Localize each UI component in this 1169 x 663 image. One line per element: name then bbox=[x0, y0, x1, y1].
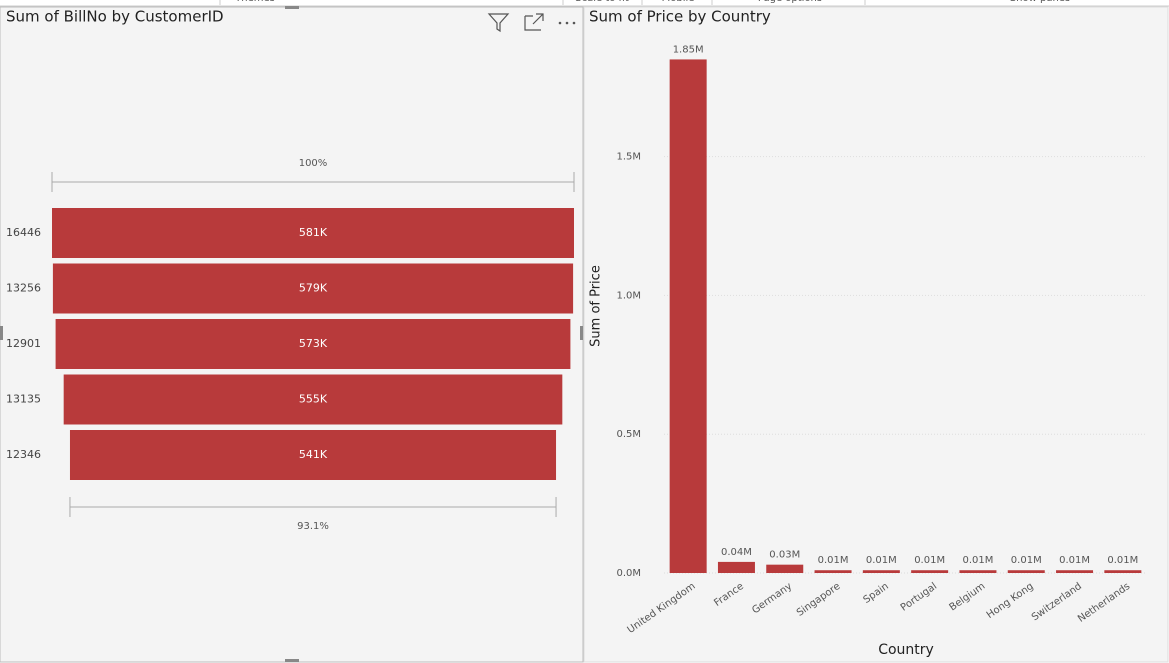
y-tick-label: 0.0M bbox=[616, 568, 641, 579]
category-label: 16446 bbox=[6, 226, 41, 239]
toolbar-label: Show panes bbox=[1010, 0, 1070, 4]
bar bbox=[669, 59, 707, 573]
funnel-bar bbox=[69, 430, 557, 480]
more-icon[interactable] bbox=[558, 21, 576, 25]
filter-icon[interactable] bbox=[487, 13, 510, 33]
data-label: 0.01M bbox=[1059, 555, 1090, 566]
bar bbox=[1104, 570, 1142, 573]
y-tick-label: 0.5M bbox=[616, 429, 641, 440]
visual-header-icons[interactable] bbox=[487, 13, 576, 33]
toolbar-label: Themes bbox=[234, 0, 275, 4]
bar bbox=[959, 570, 997, 573]
toolbar-label: Scale to fit bbox=[575, 0, 629, 4]
funnel-annotation: 100% bbox=[299, 158, 328, 169]
data-label: 0.01M bbox=[866, 555, 897, 566]
focus-icon[interactable] bbox=[524, 13, 544, 31]
bar bbox=[1056, 570, 1094, 573]
category-label: 12346 bbox=[6, 448, 41, 461]
bar bbox=[717, 561, 755, 573]
category-label: 12901 bbox=[6, 337, 41, 350]
data-label: 0.03M bbox=[769, 550, 800, 561]
data-label: 0.01M bbox=[914, 555, 945, 566]
data-label: 0.01M bbox=[962, 555, 993, 566]
bar bbox=[766, 564, 804, 573]
data-label: 573K bbox=[299, 337, 328, 350]
chart-title: Sum of BillNo by CustomerID bbox=[6, 8, 224, 26]
bar bbox=[862, 570, 900, 573]
bar bbox=[814, 570, 852, 573]
toolbar-label: Mobile bbox=[662, 0, 695, 4]
y-axis-label: Sum of Price bbox=[589, 265, 604, 347]
data-label: 0.01M bbox=[1107, 555, 1138, 566]
funnel-bar bbox=[52, 208, 574, 258]
data-label: 0.01M bbox=[1011, 555, 1042, 566]
data-label: 579K bbox=[299, 282, 328, 295]
y-tick-label: 1.0M bbox=[616, 290, 641, 301]
y-tick-label: 1.5M bbox=[616, 152, 641, 163]
data-label: 0.01M bbox=[818, 555, 849, 566]
funnel-bar bbox=[55, 319, 571, 369]
category-label: 13135 bbox=[6, 393, 41, 406]
category-label: 13256 bbox=[6, 282, 41, 295]
bar bbox=[1007, 570, 1045, 573]
resize-handles bbox=[0, 6, 583, 662]
x-axis-label: Country bbox=[878, 642, 934, 658]
data-label: 555K bbox=[299, 393, 328, 406]
bar bbox=[911, 570, 949, 573]
data-label: 0.04M bbox=[721, 547, 752, 558]
toolbar-label: Page options bbox=[758, 0, 822, 4]
data-label: 581K bbox=[299, 226, 328, 239]
funnel-annotation: 93.1% bbox=[297, 521, 329, 532]
funnel-bar bbox=[63, 374, 563, 425]
data-label: 541K bbox=[299, 448, 328, 461]
chart-title: Sum of Price by Country bbox=[589, 8, 771, 26]
data-label: 1.85M bbox=[673, 44, 704, 55]
funnel-bar bbox=[52, 263, 574, 314]
